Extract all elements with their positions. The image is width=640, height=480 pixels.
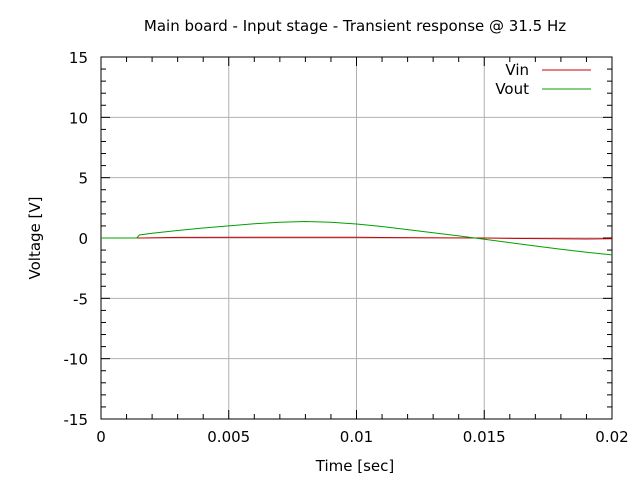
x-tick-label: 0.02 [595,428,628,446]
x-tick-label: 0.01 [340,428,373,446]
y-tick-label: 10 [69,109,88,127]
legend-label: Vin [505,61,529,79]
y-tick-label: -5 [73,290,88,308]
x-tick-label: 0.015 [463,428,506,446]
grid [101,57,612,419]
y-tick-label: -15 [64,411,89,429]
y-tick-label: 5 [78,170,88,188]
y-axis-label: Voltage [V] [26,197,44,280]
y-tick-label: 15 [69,49,88,67]
x-axis-label: Time [sec] [315,457,394,475]
x-tick-label: 0.005 [207,428,250,446]
legend-label: Vout [495,80,529,98]
y-tick-label: 0 [78,230,88,248]
axis-ticks: 0 0.005 0.01 0.015 0.02 -15 -10 -5 0 5 10 15 [64,49,629,446]
chart-title: Main board - Input stage - Transient res… [144,17,566,35]
series-line-vin [101,236,613,240]
series-line-vout [101,220,613,256]
series-lines [101,220,613,256]
x-tick-label: 0 [96,428,106,446]
y-tick-label: -10 [64,351,89,369]
